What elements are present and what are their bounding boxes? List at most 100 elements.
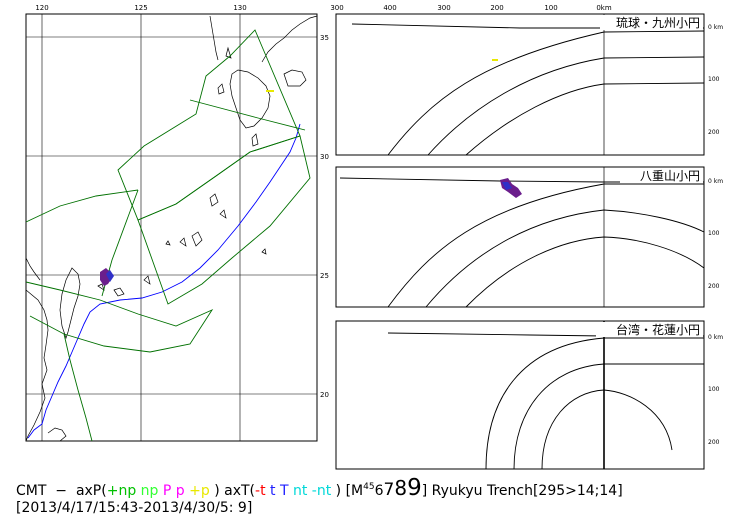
legend-mag-9: 9 bbox=[407, 475, 422, 501]
depth-tick: 100 bbox=[708, 230, 720, 237]
legend-mag-8: 8 bbox=[394, 476, 408, 500]
amami-islands bbox=[209, 193, 227, 219]
section-title: 台湾・花蓮小円 bbox=[616, 322, 700, 337]
lon-tick-label: 130 bbox=[233, 4, 246, 12]
section-frame bbox=[335, 166, 705, 308]
lat-tick-label: 20 bbox=[320, 391, 329, 399]
slab-lower bbox=[541, 389, 673, 470]
distance-tick: 0km bbox=[596, 4, 612, 12]
honshu-coast bbox=[261, 15, 318, 63]
depth-tick: 100 bbox=[708, 386, 720, 393]
lon-tick-label: 125 bbox=[134, 4, 147, 12]
section-title-bg bbox=[600, 15, 703, 30]
korea-coast bbox=[209, 15, 219, 61]
section-yaeyama: 八重山小円 0 km 100 200 bbox=[335, 166, 723, 308]
section-ryukyu-kyushu: 琉球・九州小円 0 km 100 200 bbox=[335, 13, 723, 156]
legend-after-t: ) [M bbox=[331, 483, 364, 499]
china-coast-north bbox=[25, 257, 41, 281]
lat-tick-label: 25 bbox=[320, 272, 329, 280]
event-marker-kyushu bbox=[266, 90, 274, 92]
legend-t-nt: nt bbox=[288, 483, 312, 499]
lat-tick-label: 35 bbox=[320, 34, 329, 42]
legend-suffix: ] Ryukyu Trench[295>14;14] bbox=[421, 483, 623, 499]
tsushima-coast bbox=[225, 46, 232, 59]
figure: 120 125 130 35 30 25 20 bbox=[25, 4, 723, 470]
tanegashima bbox=[251, 133, 259, 147]
legend-p-plus-p: +p bbox=[189, 483, 210, 499]
legend-line-2: [2013/4/17/15:43-2013/4/30/5: 9] bbox=[16, 500, 253, 516]
legend-p-np: np bbox=[136, 483, 163, 499]
section-frame bbox=[335, 320, 705, 470]
depth-tick: 0 km bbox=[708, 334, 723, 341]
slab-lower bbox=[465, 236, 705, 308]
miyako-islands bbox=[143, 275, 151, 285]
legend-mag-7: 7 bbox=[383, 480, 395, 500]
region-yaeyama-outer bbox=[25, 189, 139, 223]
coastlines bbox=[25, 15, 318, 442]
map-frame bbox=[25, 13, 318, 442]
depth-tick: 0 km bbox=[708, 178, 723, 185]
depth-tick: 200 bbox=[708, 439, 720, 446]
hainan-coast bbox=[47, 427, 67, 442]
section-event-cluster-2 bbox=[502, 182, 512, 190]
distance-tick: 400 bbox=[383, 4, 396, 12]
legend-prefix: CMT − axP( bbox=[16, 483, 107, 499]
depth-tick: 200 bbox=[708, 129, 720, 136]
legend-mid: ) axT( bbox=[209, 483, 256, 499]
region-ryukyu-kyushu bbox=[117, 29, 301, 221]
ryukyu-trench bbox=[27, 123, 301, 439]
daito bbox=[261, 248, 267, 255]
legend-p-P: P bbox=[162, 483, 172, 499]
china-coast bbox=[25, 289, 49, 442]
senkaku bbox=[165, 240, 171, 246]
legend-caption: CMT − axP(+np np P p +p ) axT(-t t T nt … bbox=[16, 476, 623, 517]
slab-middle bbox=[513, 363, 704, 470]
distance-tick: 100 bbox=[544, 4, 557, 12]
slab-upper bbox=[387, 30, 705, 156]
okinawa-islands bbox=[179, 231, 203, 247]
slab-lower bbox=[465, 82, 705, 156]
map-grid bbox=[26, 14, 317, 441]
region-ryukyu-box bbox=[189, 99, 306, 131]
map-events bbox=[100, 90, 274, 286]
legend-line-1: CMT − axP(+np np P p +p ) axT(-t t T nt … bbox=[16, 476, 623, 500]
distance-tick: 200 bbox=[490, 4, 503, 12]
region-yaeyama bbox=[137, 135, 311, 305]
distance-tick: 300 bbox=[437, 4, 450, 12]
lon-tick-label: 120 bbox=[35, 4, 48, 12]
section-title-bg bbox=[620, 168, 703, 183]
section-frame bbox=[335, 13, 705, 156]
legend-p-p: p bbox=[171, 483, 190, 499]
legend-mag-5: 5 bbox=[368, 482, 375, 492]
depth-tick: 200 bbox=[708, 283, 720, 290]
section-event bbox=[492, 59, 498, 61]
depth-tick: 100 bbox=[708, 76, 720, 83]
slab-middle bbox=[425, 209, 705, 308]
legend-t-minus-t: -t bbox=[255, 483, 266, 499]
section-title-bg bbox=[596, 322, 703, 337]
section-taiwan-hualien: 台湾・花蓮小円 0 km 100 200 bbox=[335, 320, 723, 470]
legend-t-minus-nt: -nt bbox=[311, 483, 332, 499]
depth-tick: 0 km bbox=[708, 24, 723, 31]
legend-mag-4: 4 bbox=[363, 482, 369, 492]
section-title: 琉球・九州小円 bbox=[616, 16, 700, 30]
region-outlines bbox=[25, 29, 311, 442]
lat-tick-label: 30 bbox=[320, 153, 329, 161]
legend-mag-6: 6 bbox=[374, 483, 384, 499]
slab-middle bbox=[427, 56, 705, 156]
region-taiwan bbox=[25, 281, 214, 353]
goto-islands bbox=[217, 83, 225, 95]
yaeyama-islands bbox=[97, 283, 125, 297]
kyushu-coast bbox=[229, 69, 271, 129]
legend-p-plus-np: +np bbox=[106, 483, 137, 499]
shikoku-coast bbox=[283, 69, 307, 87]
legend-t-t: t bbox=[265, 483, 280, 499]
cross-sections: 300 400 300 200 100 0km 琉球・九州小円 0 km 100… bbox=[330, 4, 723, 470]
distance-ticks-top: 300 400 300 200 100 0km bbox=[330, 4, 612, 12]
slab-upper bbox=[387, 183, 704, 308]
distance-tick: 300 bbox=[330, 4, 343, 12]
event-marker-yaeyama-2 bbox=[106, 270, 114, 282]
section-title: 八重山小円 bbox=[640, 169, 700, 183]
map-panel: 120 125 130 35 30 25 20 bbox=[25, 4, 329, 442]
legend-t-T: T bbox=[279, 483, 289, 499]
